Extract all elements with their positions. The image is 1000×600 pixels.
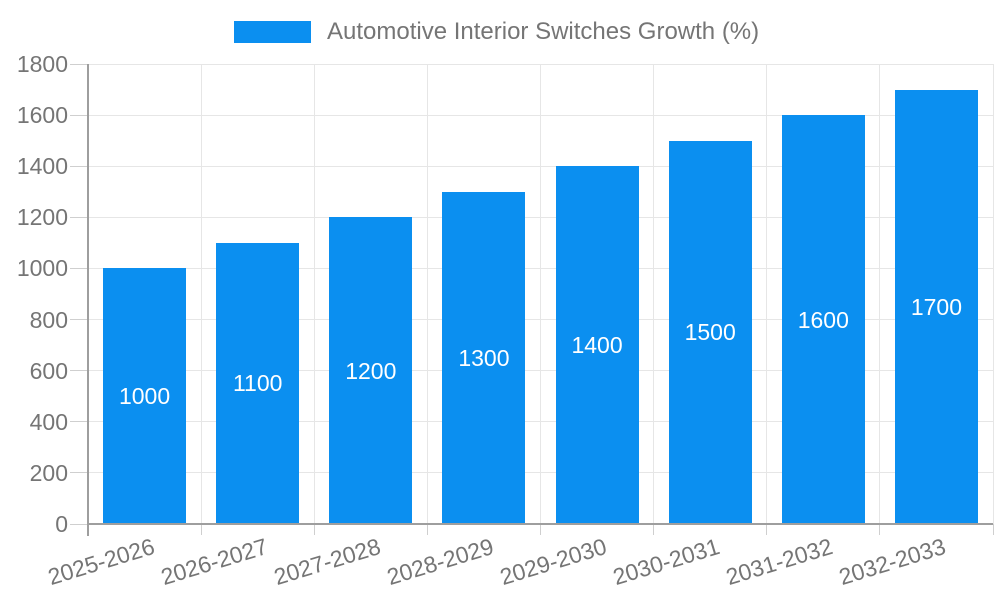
bar — [216, 242, 300, 524]
y-axis-tick — [70, 267, 88, 269]
bar-value-label: 1100 — [232, 370, 283, 397]
bar-value-label: 1700 — [910, 293, 963, 320]
gridline-vertical — [426, 64, 428, 524]
y-axis-tick — [70, 114, 88, 116]
bar-value-label: 1500 — [684, 319, 736, 346]
legend-swatch — [234, 21, 311, 43]
legend-label: Automotive Interior Switches Growth (%) — [327, 18, 760, 45]
y-axis-tick — [70, 165, 88, 167]
x-axis-tick — [766, 524, 768, 535]
x-axis-tick — [879, 524, 881, 535]
gridline-vertical — [766, 64, 768, 524]
gridline-vertical — [653, 64, 655, 524]
x-axis-line — [88, 523, 993, 525]
y-axis-tick-label: 200 — [29, 459, 68, 486]
bar-value-label: 1400 — [571, 332, 623, 359]
bar — [781, 115, 865, 524]
bar-value-label: 1600 — [797, 306, 849, 333]
x-axis-tick — [653, 524, 655, 535]
bar-value-label: 1000 — [118, 383, 171, 410]
y-axis-tick — [70, 216, 88, 218]
x-axis-tick — [992, 524, 994, 535]
y-axis-tick-label: 1800 — [16, 51, 68, 77]
y-axis-tick — [70, 472, 88, 474]
y-axis-tick-label: 1400 — [16, 153, 68, 180]
gridline-vertical — [540, 64, 541, 524]
y-axis-tick — [70, 319, 88, 321]
bar — [442, 191, 526, 524]
y-axis-tick-label: 600 — [29, 357, 68, 384]
y-axis-tick — [70, 370, 88, 372]
x-axis-tick — [540, 524, 541, 535]
x-axis-tick — [313, 524, 315, 535]
bar-value-label: 1200 — [345, 357, 397, 384]
bar — [894, 89, 978, 524]
y-axis-tick-label: 0 — [55, 511, 68, 537]
y-axis-tick-label: 1600 — [16, 102, 68, 129]
y-axis-tick-label: 1000 — [16, 255, 68, 282]
bar — [103, 268, 187, 524]
y-axis-tick-label: 1200 — [16, 204, 68, 231]
y-axis-line — [87, 64, 89, 536]
y-axis-tick — [70, 523, 88, 525]
x-axis-tick — [200, 524, 202, 535]
bar — [668, 140, 752, 524]
y-axis-tick-label: 400 — [29, 408, 68, 435]
gridline-vertical — [992, 64, 994, 524]
legend: Automotive Interior Switches Growth (%) — [234, 18, 760, 45]
gridline-vertical — [200, 64, 202, 524]
y-axis-tick-label: 800 — [29, 306, 68, 333]
gridline-vertical — [313, 64, 315, 524]
y-axis-tick — [70, 63, 88, 65]
gridline-vertical — [879, 64, 881, 524]
bar — [329, 217, 413, 524]
y-axis-tick — [70, 421, 88, 423]
bar-value-label: 1300 — [458, 344, 510, 371]
bar — [555, 166, 639, 524]
x-axis-tick — [426, 524, 428, 535]
